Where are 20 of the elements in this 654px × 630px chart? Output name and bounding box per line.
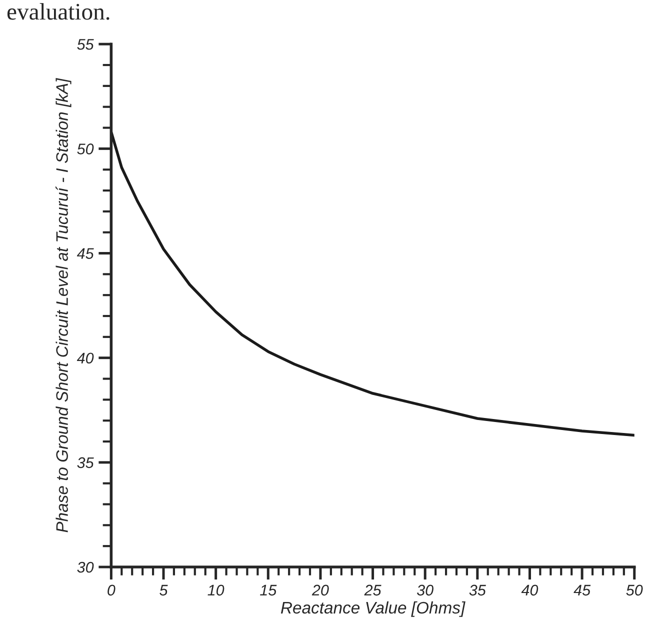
x-tick-label: 5	[160, 584, 168, 596]
y-tick-label: 40	[76, 352, 94, 364]
x-tick-label: 30	[416, 584, 434, 596]
y-axis-title: Phase to Ground Short Circuit Level at Tucuruí - I Station [kA]	[56, 78, 72, 532]
y-tick-label: 45	[76, 248, 94, 259]
y-tick-label: 50	[77, 144, 94, 154]
y-tick-label: 30	[77, 562, 94, 573]
y-tick-label: 35	[77, 457, 94, 468]
x-tick-label: 20	[312, 584, 329, 596]
x-tick-label: 15	[260, 584, 277, 596]
x-tick-label: 0	[108, 584, 116, 596]
x-tick-label: 10	[208, 584, 224, 596]
x-tick-label: 35	[469, 584, 486, 596]
y-tick-label: 55	[77, 39, 94, 50]
text: evaluation.	[7, 3, 110, 20]
x-axis-title: Reactance Value [Ohms]	[280, 601, 466, 617]
x-tick-label: 25	[364, 584, 382, 596]
x-tick-label: 50	[626, 584, 643, 596]
x-tick-label: 45	[574, 584, 591, 596]
x-tick-label: 40	[521, 584, 538, 596]
